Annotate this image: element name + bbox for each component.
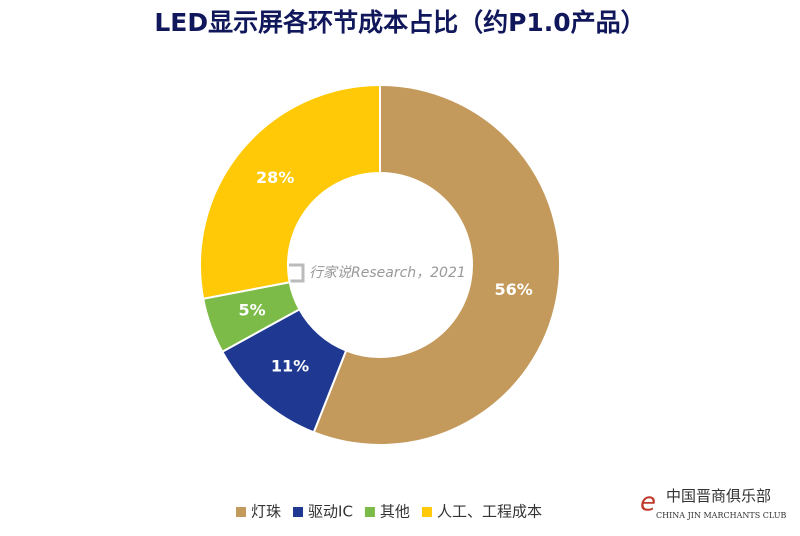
logo: e 中国晋商俱乐部 CHINA JIN MARCHANTS CLUB	[640, 487, 786, 520]
logo-name: 中国晋商俱乐部	[666, 487, 771, 505]
legend-swatch	[421, 507, 432, 517]
logo-subtitle: CHINA JIN MARCHANTS CLUB	[656, 511, 786, 520]
slice	[199, 83, 381, 300]
legend-label: 人工、工程成本	[437, 503, 542, 521]
slice	[312, 83, 561, 446]
logo-icon: e	[640, 488, 656, 518]
legend-swatch	[293, 507, 304, 517]
legend-label: 驱动IC	[308, 503, 353, 521]
value-label: 56%	[494, 280, 532, 299]
value-label: 28%	[256, 168, 294, 187]
value-label: 11%	[271, 357, 309, 376]
legend-label: 其他	[380, 503, 410, 521]
value-label: 5%	[238, 301, 265, 320]
watermark: 行家说Research，2021	[309, 265, 466, 281]
legend-swatch	[364, 507, 375, 517]
chart-title: LED显示屏各环节成本占比（约P1.0产品）	[154, 8, 645, 37]
legend-swatch	[236, 507, 246, 517]
legend-label: 灯珠	[251, 503, 281, 521]
